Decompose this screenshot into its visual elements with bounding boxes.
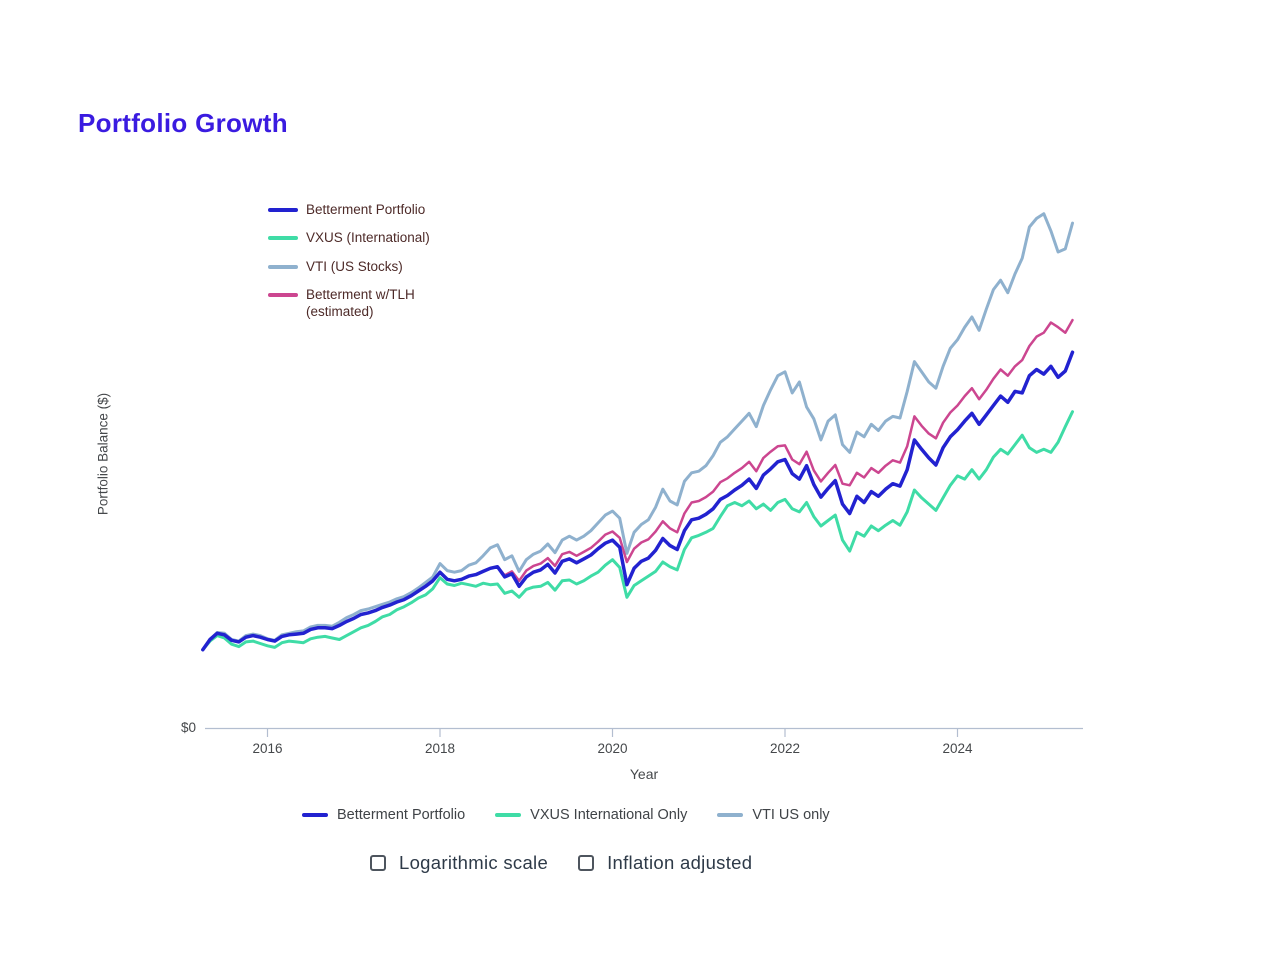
legend-label: Betterment w/TLH (estimated)	[306, 287, 415, 319]
x-tick-label: 2016	[252, 741, 283, 756]
x-tick-label: 2018	[424, 741, 456, 756]
chart-controls: Logarithmic scale Inflation adjusted	[370, 852, 752, 874]
bottom-legend-swatch-vti-icon	[717, 813, 744, 817]
legend-swatch-betterment-portfolio-icon	[268, 208, 298, 212]
legend-swatch-vti-icon	[268, 264, 298, 269]
x-axis-title: Year	[629, 766, 659, 782]
chart-legend-inside: Betterment Portfolio VXUS (International…	[268, 202, 446, 320]
inflation-adjusted-checkbox[interactable]: Inflation adjusted	[578, 852, 752, 874]
bottom-legend-label: VTI US only	[752, 807, 830, 823]
inflation-adjusted-label: Inflation adjusted	[607, 852, 753, 873]
y-axis-title: Portfolio Balance ($)	[95, 392, 111, 516]
bottom-legend-item-betterment-portfolio[interactable]: Betterment Portfolio	[302, 807, 465, 823]
legend-label: Betterment Portfolio	[306, 202, 426, 217]
y-tick-label: $0	[180, 720, 196, 735]
series-line-vxus-international	[201, 410, 1074, 652]
logarithmic-scale-checkbox[interactable]: Logarithmic scale	[370, 852, 548, 874]
bottom-legend-swatch-betterment-icon	[302, 813, 328, 817]
legend-item-vti-us-stocks: VTI (US Stocks)	[268, 259, 446, 275]
legend-item-vxus-international: VXUS (International)	[268, 230, 446, 246]
legend-label: VXUS (International)	[306, 230, 430, 246]
page-title: Portfolio Growth	[78, 108, 288, 138]
x-tick-label: 2024	[942, 741, 973, 756]
legend-swatch-vxus-icon	[268, 236, 298, 241]
legend-label: VTI (US Stocks)	[306, 258, 403, 274]
legend-item-betterment-portfolio: Betterment Portfolio	[268, 202, 446, 218]
bottom-legend-label: VXUS International Only	[530, 807, 688, 823]
series-line-vti-us-stocks	[201, 212, 1074, 652]
bottom-legend-item-vti-us-only[interactable]: VTI US only	[717, 807, 830, 823]
legend-item-betterment-tlh: Betterment w/TLH (estimated)	[268, 287, 446, 320]
series-line-betterment-portfolio	[201, 350, 1075, 652]
checkbox-unchecked-icon[interactable]	[370, 855, 386, 871]
chart-legend-bottom: Betterment Portfolio VXUS International …	[302, 807, 830, 823]
checkbox-unchecked-icon[interactable]	[578, 855, 595, 871]
bottom-legend-item-vxus-international-only[interactable]: VXUS International Only	[495, 807, 687, 823]
logarithmic-scale-label: Logarithmic scale	[399, 852, 549, 873]
bottom-legend-label: Betterment Portfolio	[337, 807, 466, 823]
bottom-legend-swatch-vxus-icon	[495, 813, 522, 817]
legend-swatch-betterment-tlh-icon	[268, 293, 298, 298]
x-tick-label: 2022	[769, 741, 801, 756]
x-tick-label: 2020	[597, 741, 628, 756]
